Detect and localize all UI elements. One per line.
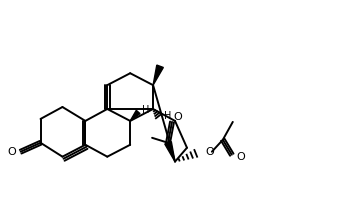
Text: O: O xyxy=(7,147,16,157)
Text: O: O xyxy=(237,152,246,162)
Text: H: H xyxy=(164,111,172,121)
Polygon shape xyxy=(153,65,163,85)
Polygon shape xyxy=(130,110,140,121)
Text: O: O xyxy=(173,112,182,122)
Text: H: H xyxy=(142,105,150,115)
Polygon shape xyxy=(165,141,175,162)
Text: O: O xyxy=(205,147,214,157)
